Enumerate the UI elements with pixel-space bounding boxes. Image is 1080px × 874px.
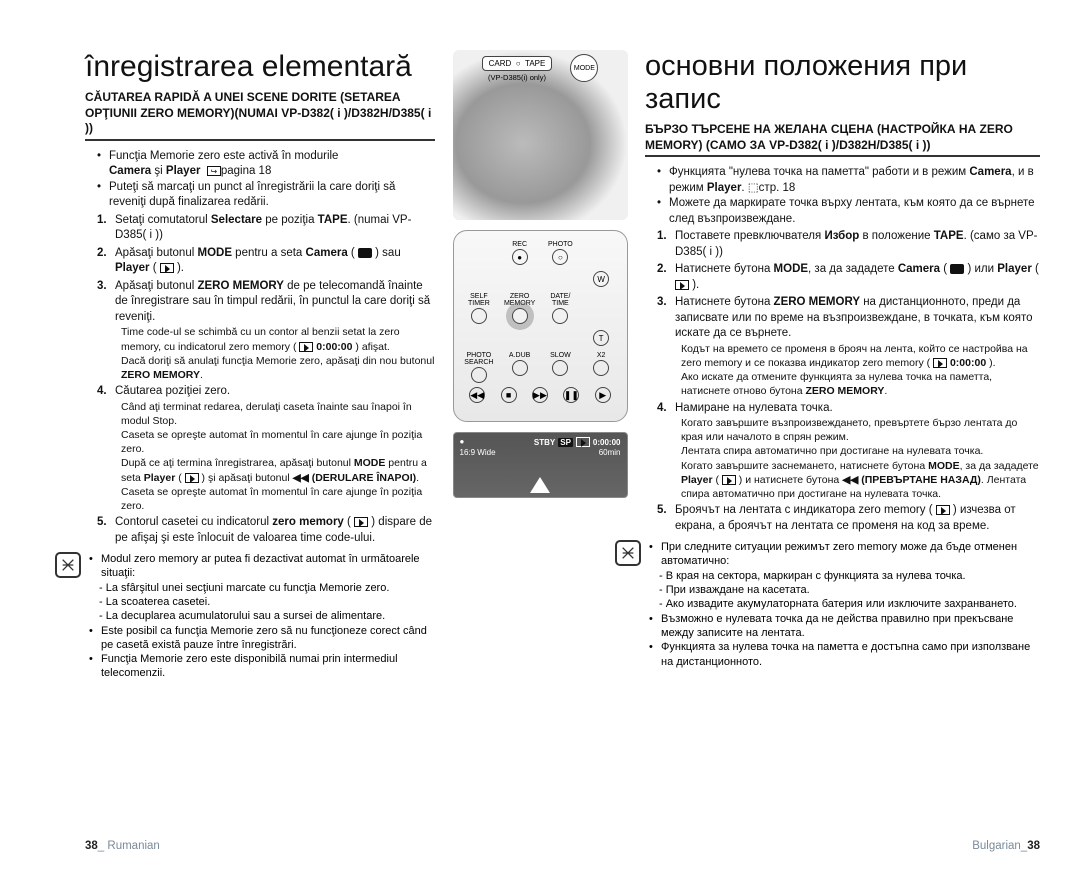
device-diagram: CARD ○ TAPE (VP-D385(i) only) MODE: [453, 50, 628, 220]
columns: înregistrarea elementară CĂUTAREA RAPIDĂ…: [85, 50, 1040, 844]
center-column: CARD ○ TAPE (VP-D385(i) only) MODE REC● …: [445, 50, 635, 844]
step-4: Căutarea poziţiei zero.: [115, 384, 435, 400]
manual-page: înregistrarea elementară CĂUTAREA RAPIDĂ…: [0, 0, 1080, 874]
remote-diagram: REC● PHOTO○ W SELF TIMER ZERO MEMORY DAT…: [453, 230, 628, 422]
step-5: Contorul casetei cu indicatorul zero mem…: [115, 515, 435, 546]
footer: 38_ Rumanian Bulgarian_38: [85, 840, 1040, 852]
right-note: •При следните ситуации режимът zero memo…: [645, 540, 1040, 669]
step-3: Apăsaţi butonul ZERO MEMORY de pe teleco…: [115, 279, 435, 326]
osd-diagram: ● STBY SP 0:00:00 16:9 Wide60min: [453, 432, 628, 498]
left-note: •Modul zero memory ar putea fi dezactiva…: [85, 552, 435, 681]
step-2: Apăsaţi butonul MODE pentru a seta Camer…: [115, 246, 435, 277]
note-icon: [615, 540, 641, 566]
right-section-title: БЪРЗО ТЪРСЕНЕ НА ЖЕЛАНА СЦЕНА (НАСТРОЙКА…: [645, 122, 1040, 157]
left-section-title: CĂUTAREA RAPIDĂ A UNEI SCENE DORITE (SET…: [85, 90, 435, 141]
step-1: Setaţi comutatorul Selectare pe poziţia …: [115, 213, 435, 244]
right-title: основни положения при запис: [645, 50, 1040, 116]
right-column: основни положения при запис БЪРЗО ТЪРСЕН…: [645, 50, 1040, 844]
note-icon: [55, 552, 81, 578]
right-body: •Функцията "нулева точка на паметта" раб…: [645, 165, 1040, 534]
left-title: înregistrarea elementară: [85, 50, 435, 84]
left-body: •Funcţia Memorie zero este activă în mod…: [85, 149, 435, 546]
left-column: înregistrarea elementară CĂUTAREA RAPIDĂ…: [85, 50, 435, 844]
